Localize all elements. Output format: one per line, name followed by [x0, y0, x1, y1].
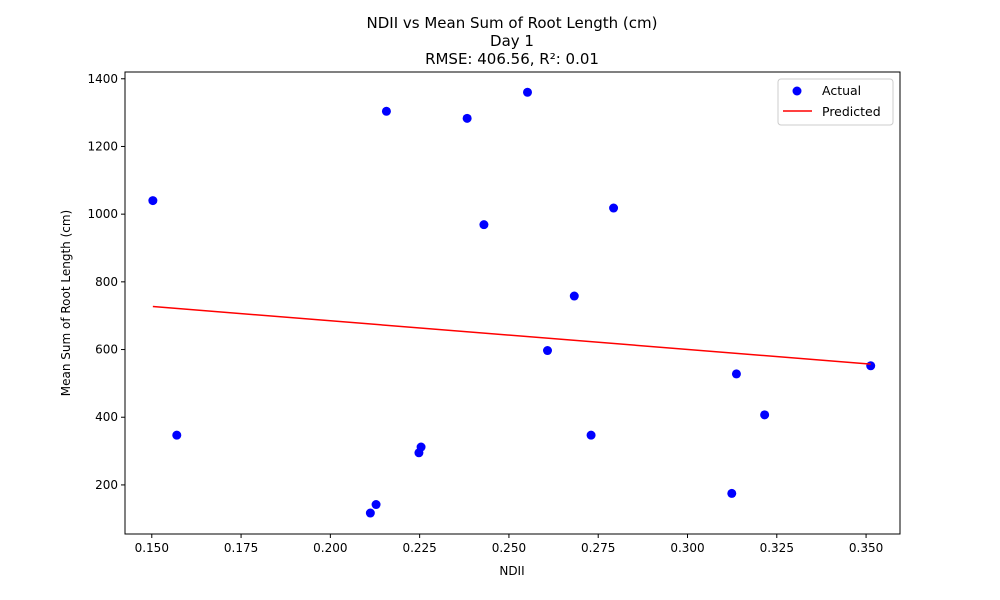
axis-ticks: 0.150 0.175 0.200 0.225 0.250 0.275 0.300 0.325…: [87, 72, 883, 555]
actual-point-17: [866, 361, 876, 371]
actual-point-15: [731, 369, 741, 379]
x-tick-label-0: 0.150: [135, 541, 169, 555]
actual-point-14: [727, 488, 737, 498]
actual-point-8: [479, 220, 489, 230]
legend: Actual Predicted: [777, 78, 894, 126]
plot-frame: [124, 71, 901, 535]
legend-label-predicted: Predicted: [822, 104, 881, 119]
chart-title: NDII vs Mean Sum of Root Length (cm) Day…: [367, 14, 658, 68]
actual-point-13: [609, 203, 619, 213]
plot-marks: [148, 87, 876, 518]
actual-point-12: [586, 430, 596, 440]
legend-marker-actual: [792, 86, 802, 96]
actual-point-3: [371, 500, 381, 510]
actual-point-7: [462, 113, 472, 123]
x-tick-label-1: 0.175: [224, 541, 258, 555]
actual-point-4: [381, 106, 391, 116]
actual-point-11: [569, 291, 579, 301]
predicted-line: [152, 305, 871, 365]
x-tick-label-8: 0.350: [849, 541, 883, 555]
y-tick-label-4: 1000: [87, 207, 118, 221]
actual-point-1: [172, 430, 182, 440]
y-tick-label-2: 600: [95, 343, 118, 357]
legend-label-actual: Actual: [822, 83, 861, 98]
y-tick-label-5: 1200: [87, 139, 118, 153]
actual-point-6: [416, 442, 426, 452]
y-tick-label-0: 200: [95, 478, 118, 492]
actual-point-2: [365, 508, 375, 518]
x-tick-label-6: 0.300: [670, 541, 704, 555]
y-axis-label: Mean Sum of Root Length (cm): [59, 210, 73, 396]
actual-point-0: [148, 196, 158, 206]
legend-box: [777, 78, 894, 126]
y-tick-label-6: 1400: [87, 72, 118, 86]
actual-point-10: [543, 346, 552, 356]
actual-point-16: [760, 410, 770, 420]
x-axis-label: NDII: [499, 564, 524, 578]
actual-point-9: [523, 87, 532, 97]
title-line-1: NDII vs Mean Sum of Root Length (cm): [367, 14, 658, 32]
y-tick-label-3: 800: [95, 275, 118, 289]
x-tick-label-4: 0.250: [492, 541, 526, 555]
title-line-3: RMSE: 406.56, R²: 0.01: [425, 50, 599, 68]
x-tick-label-7: 0.325: [760, 541, 794, 555]
title-line-2: Day 1: [490, 32, 534, 50]
y-tick-label-1: 400: [95, 410, 118, 424]
x-tick-label-2: 0.200: [313, 541, 347, 555]
x-tick-label-5: 0.275: [581, 541, 615, 555]
x-tick-label-3: 0.225: [402, 541, 436, 555]
